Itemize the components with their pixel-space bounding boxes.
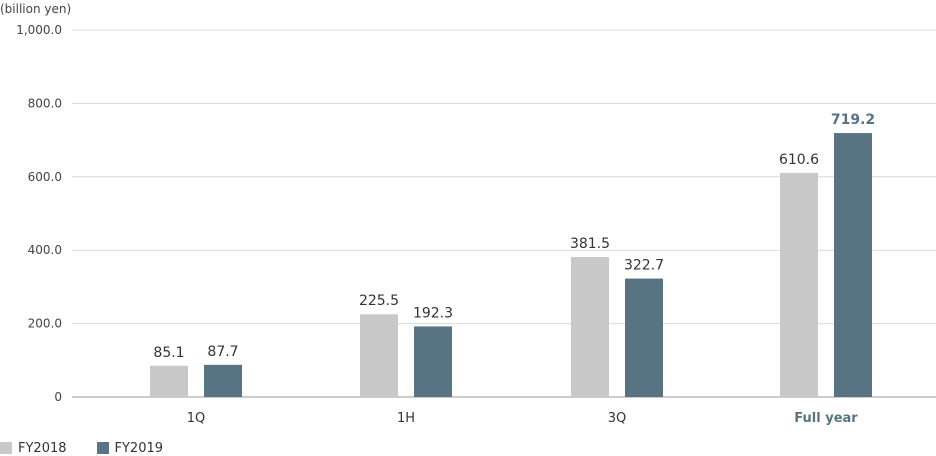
bar-fy2019-1h: [414, 326, 452, 397]
legend: FY2018 FY2019: [0, 440, 193, 456]
y-tick-label: 0: [54, 390, 62, 404]
bar-fy2018-1q: [150, 365, 188, 397]
bar-fy2018-3q: [571, 256, 609, 397]
y-tick-label: 200.0: [28, 317, 62, 331]
x-tick-label: 1Q: [187, 411, 206, 426]
legend-swatch-fy2018: [0, 442, 12, 454]
data-label: 225.5: [359, 293, 399, 309]
data-label: 719.2: [831, 112, 875, 128]
bar-fy2019-3q: [625, 278, 663, 397]
data-label: 610.6: [779, 152, 819, 168]
bar-fy2019-full-year: [834, 133, 872, 398]
x-tick-label: 3Q: [608, 411, 627, 426]
x-tick-label: 1H: [397, 411, 415, 426]
y-tick-label: 800.0: [28, 96, 62, 110]
bar-fy2018-full-year: [780, 172, 818, 397]
x-tick-label: Full year: [794, 411, 858, 426]
legend-label-fy2019: FY2019: [114, 440, 164, 456]
y-tick-label: 1,000.0: [16, 23, 62, 37]
legend-label-fy2018: FY2018: [18, 440, 67, 456]
y-tick-label: 400.0: [28, 243, 62, 257]
data-label: 322.7: [624, 258, 664, 274]
legend-item-fy2018: FY2018: [0, 441, 67, 456]
legend-swatch-fy2019: [96, 442, 109, 454]
data-label: 381.5: [570, 236, 610, 252]
legend-item-fy2019: FY2019: [96, 440, 164, 456]
bar-fy2018-1h: [360, 314, 398, 397]
y-tick-label: 600.0: [28, 170, 62, 184]
data-label: 85.1: [153, 345, 184, 361]
bar-fy2019-1q: [204, 364, 242, 397]
y-axis-unit-label: (billion yen): [0, 2, 72, 16]
data-label: 192.3: [413, 305, 453, 321]
data-label: 87.7: [207, 344, 238, 360]
